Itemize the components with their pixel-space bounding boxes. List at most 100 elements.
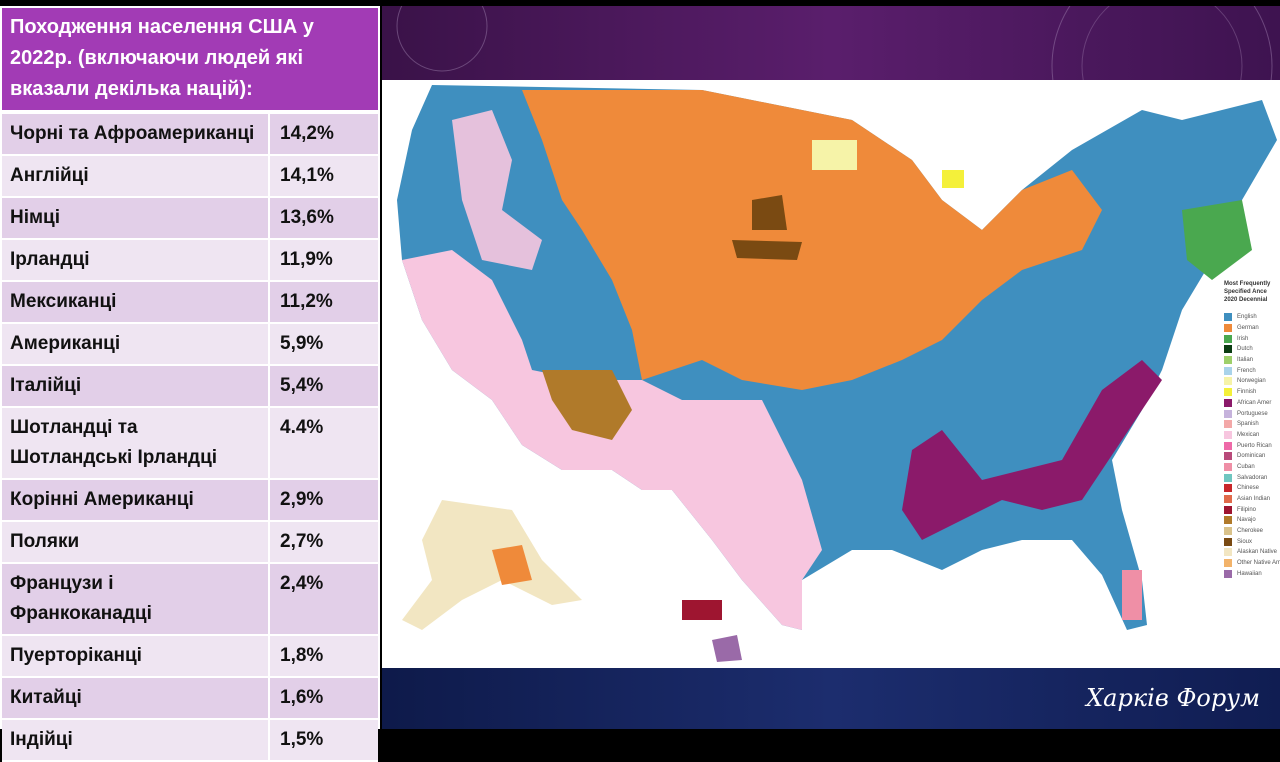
legend-label: Chinese	[1237, 485, 1260, 492]
ancestry-percent: 11,9%	[280, 249, 333, 270]
legend-swatch	[1224, 548, 1232, 557]
legend-label: Cherokee	[1237, 528, 1264, 535]
us-ancestry-map: Most Frequently Specified Ance 2020 Decenn…	[382, 80, 1280, 668]
legend-item: Cuban	[1224, 462, 1280, 473]
table-row: Поляки 2,7%	[2, 522, 378, 564]
region-florida-south	[1122, 570, 1142, 620]
ancestry-name: Французи і Франкоканадці	[2, 564, 270, 634]
legend-label: Irish	[1237, 335, 1249, 342]
legend-swatch	[1224, 441, 1232, 450]
map-legend: Most Frequently Specified Ance 2020 Decenn…	[1224, 280, 1280, 579]
legend-label: Spanish	[1237, 421, 1259, 428]
legend-label: Alaskan Native	[1237, 549, 1278, 556]
legend-swatch	[1224, 473, 1232, 482]
legend-label: African Amer	[1237, 399, 1272, 406]
table-row: Американці 5,9%	[2, 324, 378, 366]
legend-swatch	[1224, 430, 1232, 439]
ancestry-name: Англійці	[2, 156, 270, 196]
legend-item: Puerto Rican	[1224, 440, 1280, 451]
legend-label: Asian Indian	[1237, 496, 1271, 503]
legend-swatch	[1224, 313, 1232, 322]
legend-label: Mexican	[1237, 431, 1260, 438]
legend-item: Dutch	[1224, 344, 1280, 355]
legend-label: Dutch	[1237, 346, 1253, 353]
legend-swatch	[1224, 324, 1232, 333]
hawaii	[712, 635, 742, 662]
ancestry-percent: 4.4%	[280, 417, 324, 438]
region-sioux	[752, 195, 787, 230]
table-row: Індійці 1,5%	[2, 720, 378, 762]
table-row: Німці 13,6%	[2, 198, 378, 240]
ancestry-percent: 13,6%	[280, 207, 334, 228]
legend-label: English	[1237, 314, 1257, 321]
ancestry-name: Китайці	[2, 678, 270, 718]
table-row: Мексиканці 11,2%	[2, 282, 378, 324]
legend-item: Sioux	[1224, 536, 1280, 547]
region-german	[522, 90, 1102, 390]
table-row: Чорні та Афроамериканці 14,2%	[2, 114, 378, 156]
legend-label: Puerto Rican	[1237, 442, 1272, 449]
alaska-orange	[492, 545, 532, 585]
ancestry-name: Шотландці та Шотландські Ірландці	[2, 408, 270, 478]
legend-swatch	[1224, 484, 1232, 493]
legend-label: Italian	[1237, 357, 1254, 364]
legend-label: Finnish	[1237, 389, 1257, 396]
decorative-circles	[396, 6, 1273, 80]
legend-title: Most Frequently	[1224, 281, 1271, 287]
legend-swatch	[1224, 377, 1232, 386]
legend-item: Norwegian	[1224, 376, 1280, 387]
legend-swatch	[1224, 420, 1232, 429]
legend-item: Hawaiian	[1224, 569, 1280, 580]
ancestry-name: Мексиканці	[2, 282, 270, 322]
legend-swatch	[1224, 516, 1232, 525]
region-norwegian	[812, 140, 857, 170]
ancestry-panel: Походження населення США у 2022р. (включ…	[0, 6, 380, 762]
legend-swatch	[1224, 409, 1232, 418]
ancestry-percent: 5,4%	[280, 375, 324, 396]
legend-swatch	[1224, 334, 1232, 343]
ancestry-percent: 14,2%	[280, 123, 334, 144]
region-sioux-2	[732, 240, 802, 260]
legend-label: Filipino	[1237, 506, 1257, 513]
legend-label: Hawaiian	[1237, 570, 1262, 577]
legend-item: French	[1224, 365, 1280, 376]
legend-label: French	[1237, 367, 1256, 374]
ancestry-name: Індійці	[2, 720, 270, 760]
legend-item: African Amer	[1224, 398, 1280, 409]
ancestry-percent: 11,2%	[280, 291, 333, 312]
ancestry-name: Ірландці	[2, 240, 270, 280]
legend-swatch	[1224, 537, 1232, 546]
ancestry-percent: 14,1%	[280, 165, 334, 186]
legend-swatch	[1224, 356, 1232, 365]
ancestry-table: Чорні та Афроамериканці 14,2% Англійці 14,1…	[2, 114, 378, 762]
legend-swatch	[1224, 569, 1232, 578]
legend-swatch	[1224, 345, 1232, 354]
legend-swatch	[1224, 462, 1232, 471]
ancestry-name: Корінні Американці	[2, 480, 270, 520]
legend-label: Cuban	[1237, 463, 1255, 470]
ancestry-name: Чорні та Афроамериканці	[2, 114, 270, 154]
region-mexican-nw	[452, 110, 542, 270]
ancestry-name: Пуерторіканці	[2, 636, 270, 676]
legend-label: Dominican	[1237, 453, 1266, 460]
table-row: Англійці 14,1%	[2, 156, 378, 198]
ancestry-percent: 1,6%	[280, 687, 324, 708]
table-row: Шотландці та Шотландські Ірландці 4.4%	[2, 408, 378, 480]
legend-swatch	[1224, 388, 1232, 397]
legend-label: Portuguese	[1237, 410, 1268, 417]
legend-item: Portuguese	[1224, 408, 1280, 419]
legend-item: Filipino	[1224, 504, 1280, 515]
legend-item: Finnish	[1224, 387, 1280, 398]
ancestry-percent: 2,7%	[280, 531, 324, 552]
ancestry-name: Американці	[2, 324, 270, 364]
legend-swatch	[1224, 505, 1232, 514]
legend-label: Other Native American	[1237, 560, 1280, 567]
table-row: Французи і Франкоканадці 2,4%	[2, 564, 378, 636]
region-irish	[1182, 200, 1252, 280]
legend-item: Irish	[1224, 333, 1280, 344]
brand-logo-text: Харків Форум	[1086, 684, 1260, 712]
legend-item: Mexican	[1224, 430, 1280, 441]
region-african-american	[902, 360, 1162, 540]
alaska	[402, 500, 582, 630]
map-svg	[397, 85, 1277, 662]
